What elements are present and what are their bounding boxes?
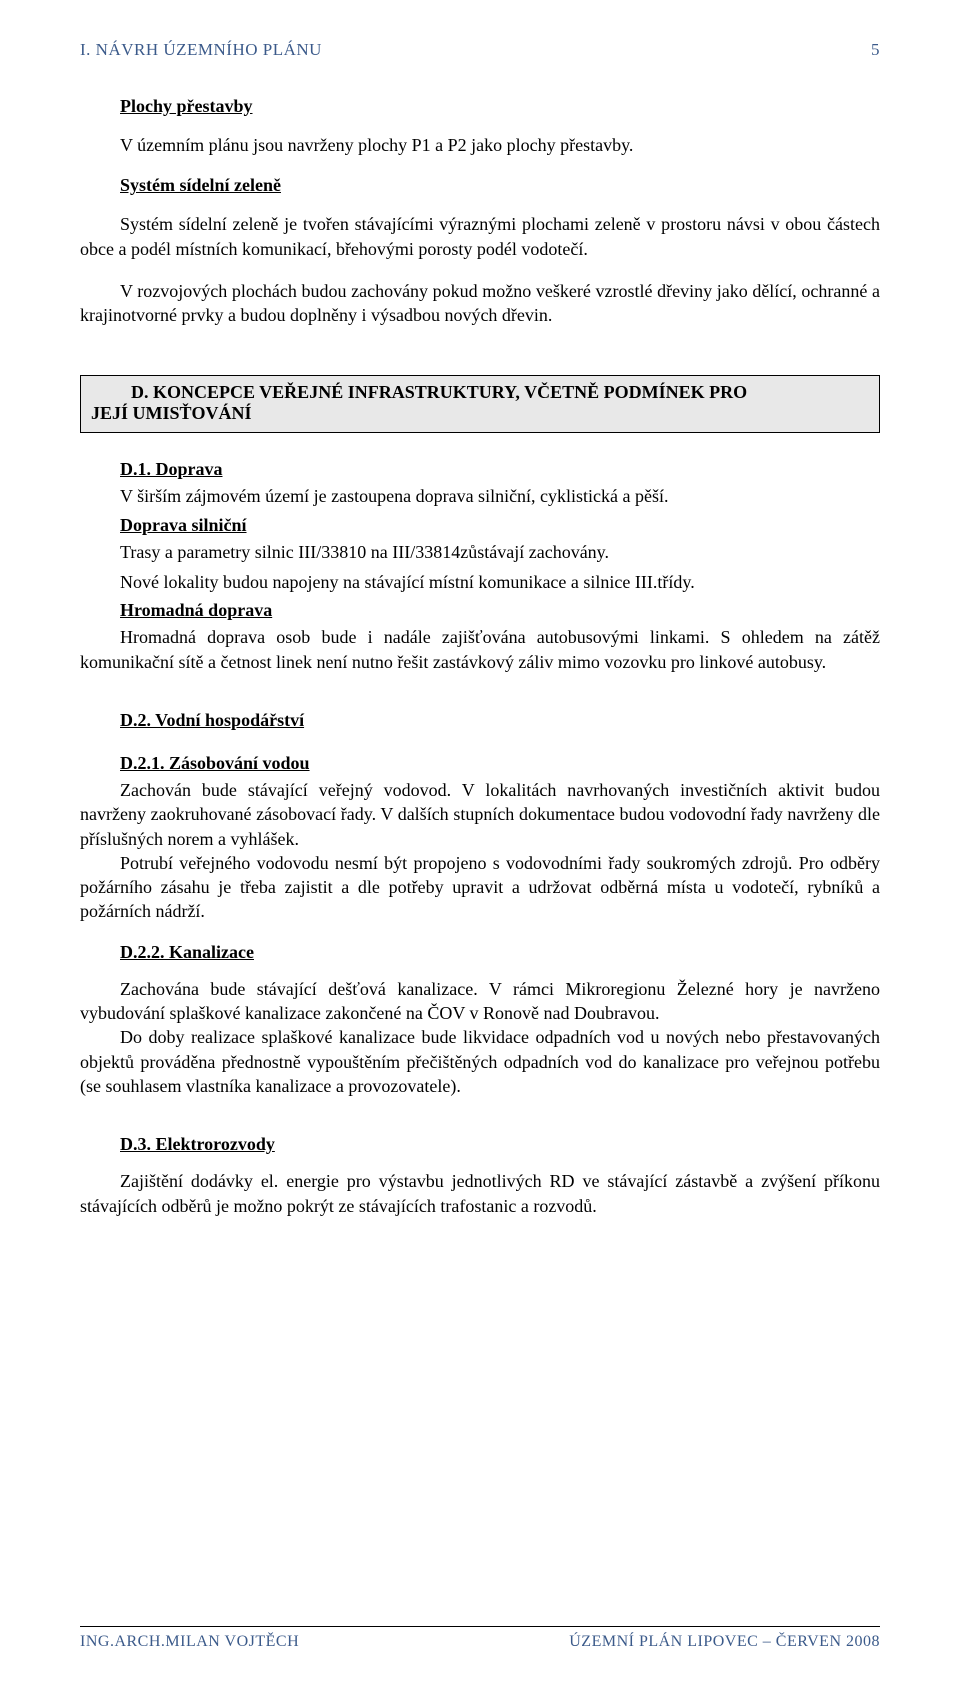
heading-d3-elektrorozvody: D.3. Elektrorozvody — [120, 1134, 880, 1155]
box-title-line2: JEJÍ UMISŤOVÁNÍ — [91, 403, 869, 424]
page-header: I. NÁVRH ÚZEMNÍHO PLÁNU 5 — [80, 40, 880, 60]
para-s2-p1: Systém sídelní zeleně je tvořen stávajíc… — [80, 212, 880, 261]
para-s1-p1: V územním plánu jsou navrženy plochy P1 … — [120, 133, 880, 157]
para-d1-p1: V širším zájmovém území je zastoupena do… — [120, 484, 880, 508]
para-d22-p1: Zachována bude stávající dešťová kanaliz… — [80, 977, 880, 1026]
heading-doprava-silnicni: Doprava silniční — [120, 515, 880, 536]
section-box-d: D. KONCEPCE VEŘEJNÉ INFRASTRUKTURY, VČET… — [80, 375, 880, 433]
heading-d1-doprava: D.1. Doprava — [120, 459, 880, 480]
heading-hromadna-doprava: Hromadná doprava — [120, 600, 880, 621]
para-s2-p2: V rozvojových plochách budou zachovány p… — [80, 279, 880, 328]
para-d1-p4: Hromadná doprava osob bude i nadále zaji… — [80, 625, 880, 674]
box-title-line1: D. KONCEPCE VEŘEJNÉ INFRASTRUKTURY, VČET… — [91, 382, 869, 403]
para-d21-p1: Zachován bude stávající veřejný vodovod.… — [80, 778, 880, 851]
para-d22-p2: Do doby realizace splaškové kanalizace b… — [80, 1025, 880, 1098]
heading-plochy-prestavby: Plochy přestavby — [120, 96, 880, 117]
header-left: I. NÁVRH ÚZEMNÍHO PLÁNU — [80, 40, 322, 60]
heading-d2-vodni-hospodarstvi: D.2. Vodní hospodářství — [120, 710, 880, 731]
para-d1-p2: Trasy a parametry silnic III/33810 na II… — [120, 540, 880, 564]
header-page-number: 5 — [871, 40, 880, 60]
footer-rule — [80, 1626, 880, 1627]
para-d3-p1: Zajištění dodávky el. energie pro výstav… — [80, 1169, 880, 1218]
page-footer: ING.ARCH.MILAN VOJTĚCH ÚZEMNÍ PLÁN LIPOV… — [80, 1626, 880, 1651]
footer-right: ÚZEMNÍ PLÁN LIPOVEC – ČERVEN 2008 — [569, 1633, 880, 1651]
heading-system-sidelni-zelene: Systém sídelní zeleně — [120, 175, 880, 196]
footer-left: ING.ARCH.MILAN VOJTĚCH — [80, 1633, 299, 1651]
para-d1-p3: Nové lokality budou napojeny na stávajíc… — [120, 570, 880, 594]
heading-d22-kanalizace: D.2.2. Kanalizace — [120, 942, 880, 963]
para-d21-p2: Potrubí veřejného vodovodu nesmí být pro… — [80, 851, 880, 924]
heading-d21-zasobovani-vodou: D.2.1. Zásobování vodou — [120, 753, 880, 774]
